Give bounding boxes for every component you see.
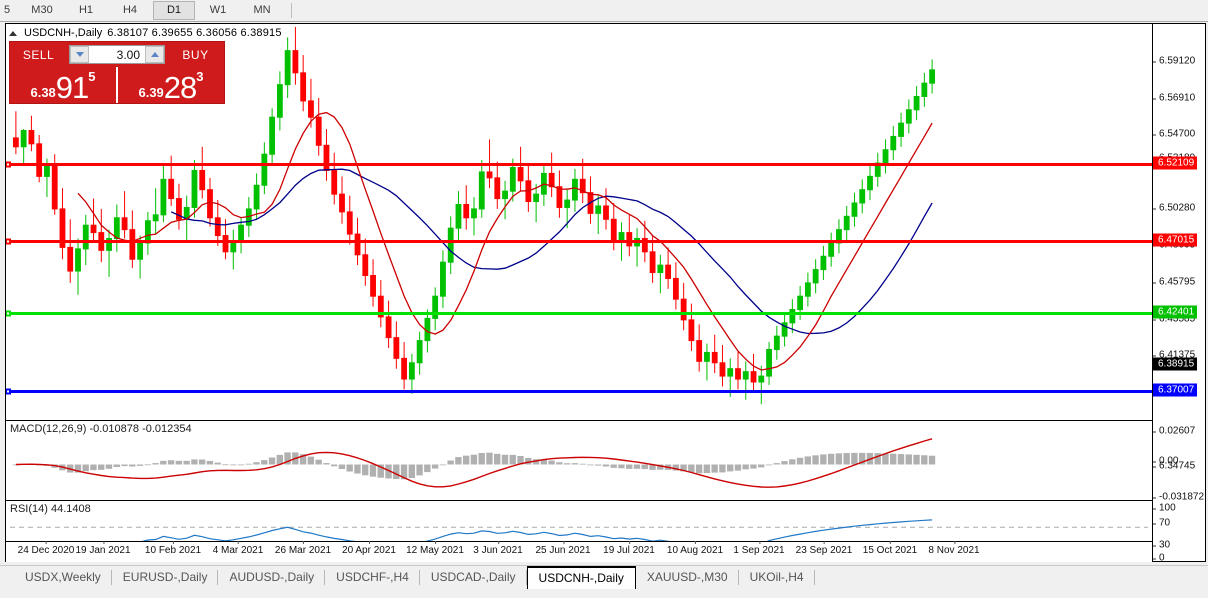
price-tick: 6.50280 <box>1153 203 1195 214</box>
macd-tick: 0.00 <box>1153 456 1178 467</box>
volume-value[interactable]: 3.00 <box>116 47 140 62</box>
date-label: 25 Jun 2021 <box>535 541 591 556</box>
chart-tab-xauusd-m30[interactable]: XAUUSD-,M30 <box>636 566 739 588</box>
macd-pane[interactable]: MACD(12,26,9) -0.010878 -0.012354 <box>6 420 1152 500</box>
sell-price-prefix: 6.38 <box>30 85 56 100</box>
buy-price-fraction: 3 <box>196 69 204 84</box>
price-tick: 6.43585 <box>1153 314 1195 325</box>
level-line-6.47015[interactable] <box>6 240 1152 243</box>
date-label: 26 Mar 2021 <box>274 541 332 556</box>
toolbar-divider <box>291 3 292 18</box>
timeframe-button-w1[interactable]: W1 <box>209 4 227 16</box>
one-click-prices: 6.38 91 5 6.39 28 3 <box>10 67 224 103</box>
chart-tabs-bar: USDX,Weekly EURUSD-,Daily AUDUSD-,Daily USD… <box>0 565 1208 598</box>
date-label: 19 Jan 2021 <box>75 541 131 556</box>
date-label: 10 Feb 2021 <box>144 541 202 556</box>
rsi-tick: 0 <box>1153 553 1165 564</box>
buy-price-prefix: 6.39 <box>138 85 164 100</box>
volume-decrease-button[interactable] <box>70 46 89 63</box>
level-handle[interactable] <box>6 238 11 245</box>
date-label: 12 May 2021 <box>406 541 464 556</box>
buy-button[interactable]: BUY <box>182 47 209 62</box>
buy-price[interactable]: 6.39 28 3 <box>118 67 224 103</box>
price-scale[interactable]: 6.591206.569106.547006.531896.502806.480… <box>1152 24 1205 564</box>
level-line-6.52109[interactable] <box>6 163 1152 166</box>
price-tick: 6.56910 <box>1153 93 1195 104</box>
chart-tab-eurusd-daily[interactable]: EURUSD-,Daily <box>112 566 219 588</box>
one-click-trading-panel[interactable]: SELL 3.00 BUY 6.38 91 5 6.39 28 3 <box>9 41 225 104</box>
sell-button[interactable]: SELL <box>22 47 55 62</box>
chart-tab-usdcad-daily[interactable]: USDCAD-,Daily <box>420 566 527 588</box>
price-badge-blue: 6.37007 <box>1153 383 1198 397</box>
date-label: 19 Jul 2021 <box>603 541 655 556</box>
timeframe-button-5[interactable]: 5 <box>3 4 11 16</box>
timeframe-button-m30[interactable]: M30 <box>31 4 53 16</box>
volume-input[interactable]: 3.00 <box>69 45 165 64</box>
rsi-tick: 70 <box>1153 518 1170 529</box>
collapse-triangle-icon[interactable] <box>9 30 17 36</box>
chart-tab-usdcnh-daily[interactable]: USDCNH-,Daily <box>526 566 636 589</box>
chart-tab-ukoil-h4[interactable]: UKOil-,H4 <box>739 566 815 588</box>
rsi-tick: 100 <box>1153 503 1176 514</box>
chevron-up-icon <box>150 52 159 57</box>
timeframe-button-h1[interactable]: H1 <box>78 4 94 16</box>
price-badge-red: 6.52109 <box>1153 156 1198 170</box>
sell-price-main: 91 <box>55 70 89 105</box>
timeframe-button-mn[interactable]: MN <box>253 4 271 16</box>
chart-tab-usdchf-h4[interactable]: USDCHF-,H4 <box>325 566 420 588</box>
volume-increase-button[interactable] <box>145 46 164 63</box>
level-handle[interactable] <box>6 161 11 168</box>
candlestick-plot <box>12 26 936 405</box>
timeframe-button-d1[interactable]: D1 <box>153 1 195 20</box>
date-label: 8 Nov 2021 <box>928 541 980 556</box>
price-tick: 6.34745 <box>1153 461 1195 472</box>
date-label: 3 Jun 2021 <box>473 541 523 556</box>
date-label: 15 Oct 2021 <box>862 541 918 556</box>
sell-price-fraction: 5 <box>88 69 96 84</box>
date-axis[interactable]: 24 Dec 2020 19 Jan 2021 10 Feb 2021 4 Mar 2… <box>6 541 1152 561</box>
chart-tab-usdx-weekly[interactable]: USDX,Weekly <box>14 566 112 588</box>
macd-tick: 0.02607 <box>1153 426 1195 437</box>
chart-symbol-label: USDCNH-,Daily <box>24 27 103 39</box>
macd-label: MACD(12,26,9) -0.010878 -0.012354 <box>10 423 192 435</box>
date-label: 4 Mar 2021 <box>212 541 264 556</box>
chart-header: USDCNH-,Daily 6.38107 6.39655 6.36056 6.… <box>9 26 282 40</box>
price-badge-green: 6.42401 <box>1153 305 1198 319</box>
sell-price[interactable]: 6.38 91 5 <box>10 67 118 103</box>
rsi-tick: 30 <box>1153 540 1170 551</box>
date-label: 10 Aug 2021 <box>666 541 724 556</box>
price-tick: 6.54700 <box>1153 129 1195 140</box>
one-click-controls: SELL 3.00 BUY <box>10 42 224 67</box>
level-line-6.42401[interactable] <box>6 312 1152 315</box>
price-pane[interactable] <box>6 24 1152 419</box>
chevron-down-icon <box>75 52 84 57</box>
macd-plot <box>12 438 936 488</box>
macd-tick: -0.031872 <box>1153 492 1204 503</box>
price-tick: 6.59120 <box>1153 56 1195 67</box>
date-label: 1 Sep 2021 <box>733 541 785 556</box>
timeframe-toolbar: 5 M30 H1 H4 D1 W1 MN <box>0 0 1208 22</box>
level-line-6.37007[interactable] <box>6 390 1152 393</box>
chart-ohlc-values: 6.38107 6.39655 6.36056 6.38915 <box>107 27 282 39</box>
price-badge-black: 6.38915 <box>1153 357 1198 371</box>
rsi-label: RSI(14) 44.1408 <box>10 503 91 515</box>
chart-tab-audusd-daily[interactable]: AUDUSD-,Daily <box>218 566 325 588</box>
date-label: 23 Sep 2021 <box>795 541 853 556</box>
price-badge-red: 6.47015 <box>1153 233 1198 247</box>
date-label: 24 Dec 2020 <box>17 541 75 556</box>
level-handle[interactable] <box>6 388 11 395</box>
chart-window[interactable]: USDCNH-,Daily 6.38107 6.39655 6.36056 6.… <box>5 23 1206 564</box>
date-label: 20 Apr 2021 <box>342 541 396 556</box>
price-tick: 6.45795 <box>1153 277 1195 288</box>
level-handle[interactable] <box>6 310 11 317</box>
timeframe-button-h4[interactable]: H4 <box>122 4 138 16</box>
price-tick: 6.41375 <box>1153 350 1195 361</box>
buy-price-main: 28 <box>163 70 197 105</box>
